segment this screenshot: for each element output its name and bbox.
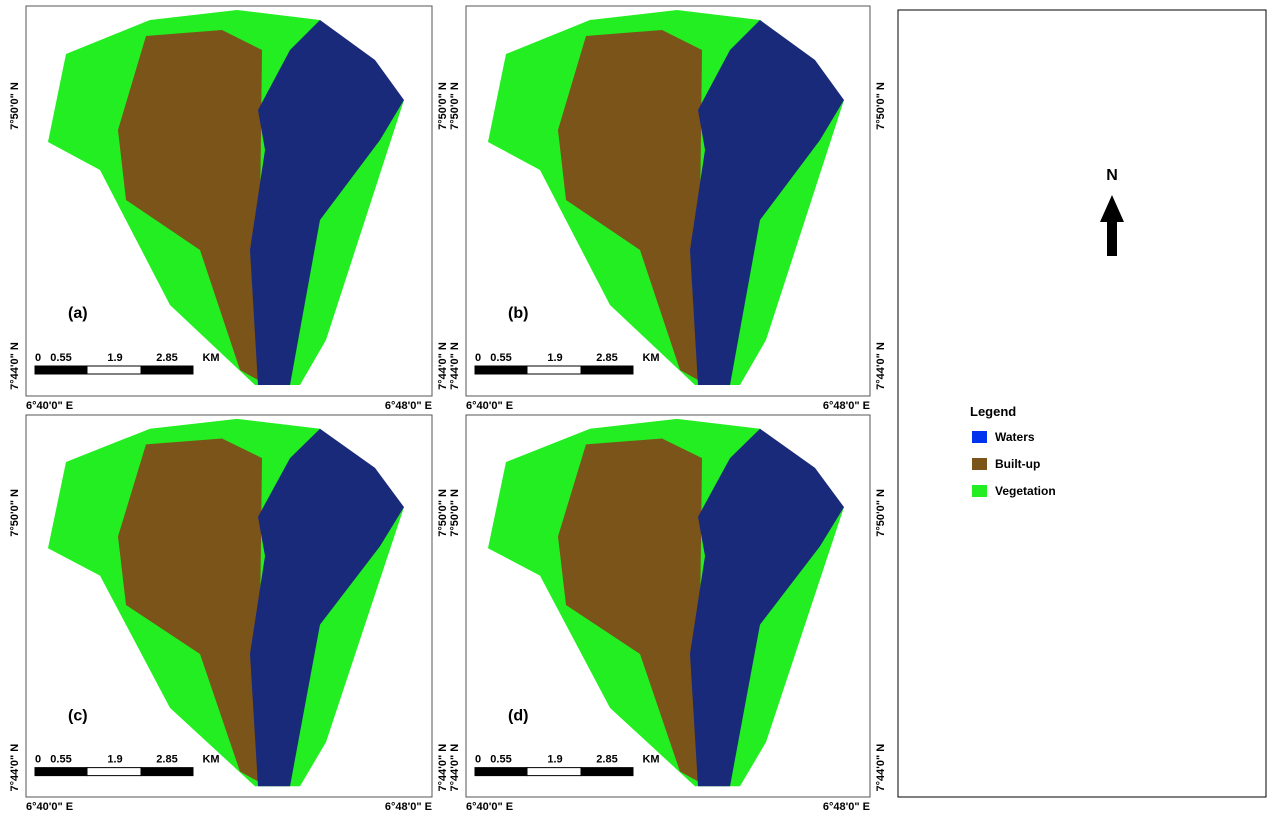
- scale-bar-segment: [527, 366, 581, 374]
- latitude-label: 7°50'0" N: [449, 489, 461, 537]
- latitude-label: 7°50'0" N: [437, 82, 449, 130]
- scale-bar-segment: [475, 366, 527, 374]
- scale-bar-segment: [87, 768, 141, 776]
- map-panel: (b) 0 0.55 1.9 2.85 KM 7°50'0" N 7°50'0" N 7°44'…: [449, 6, 887, 412]
- latitude-label: 7°44'0" N: [875, 744, 887, 792]
- scale-label: 1.9: [107, 352, 122, 364]
- scale-label: 1.9: [547, 352, 562, 364]
- scale-label: 2.85: [156, 754, 177, 766]
- legend-label: Built-up: [995, 457, 1040, 471]
- scale-bar-segment: [527, 768, 581, 776]
- latitude-label: 7°44'0" N: [437, 744, 449, 792]
- scale-label: 0.55: [50, 754, 71, 766]
- scale-bar-segment: [475, 768, 527, 776]
- longitude-label: 6°48'0" E: [385, 801, 432, 813]
- latitude-label: 7°44'0" N: [9, 744, 21, 792]
- scale-bar-segment: [141, 768, 193, 776]
- scale-label: 1.9: [107, 754, 122, 766]
- longitude-label: 6°40'0" E: [466, 801, 513, 813]
- scale-label: KM: [202, 754, 219, 766]
- scale-label: 2.85: [596, 754, 617, 766]
- latitude-label: 7°50'0" N: [9, 489, 21, 537]
- map-panel: (a) 0 0.55 1.9 2.85 KM 7°50'0" N 7°50'0" N 7°44'…: [9, 6, 449, 412]
- scale-label: 0.55: [490, 352, 511, 364]
- scale-label: 0: [35, 754, 41, 766]
- latitude-label: 7°50'0" N: [437, 489, 449, 537]
- scale-label: 1.9: [547, 754, 562, 766]
- scale-label: 0: [475, 352, 481, 364]
- panel-label: (b): [508, 305, 528, 322]
- north-label: N: [1106, 167, 1118, 184]
- scale-bar-segment: [141, 366, 193, 374]
- scale-bar-segment: [35, 768, 87, 776]
- legend-swatch: [972, 458, 987, 470]
- scale-bar-segment: [581, 768, 633, 776]
- panel-label: (c): [68, 708, 88, 725]
- map-panel: (c) 0 0.55 1.9 2.85 KM 7°50'0" N 7°50'0" N 7°44'…: [9, 415, 449, 813]
- legend-label: Vegetation: [995, 484, 1056, 498]
- map-panel: (d) 0 0.55 1.9 2.85 KM 7°50'0" N 7°50'0" N 7°44'…: [449, 415, 887, 813]
- north-arrow: [1100, 195, 1124, 256]
- longitude-label: 6°48'0" E: [385, 400, 432, 412]
- longitude-label: 6°40'0" E: [26, 400, 73, 412]
- panel-label: (a): [68, 305, 88, 322]
- longitude-label: 6°40'0" E: [466, 400, 513, 412]
- latitude-label: 7°44'0" N: [9, 342, 21, 390]
- scale-bar-segment: [35, 366, 87, 374]
- scale-label: KM: [642, 754, 659, 766]
- latitude-label: 7°50'0" N: [875, 489, 887, 537]
- legend-label: Waters: [995, 430, 1035, 444]
- latitude-label: 7°44'0" N: [449, 744, 461, 792]
- scale-label: KM: [202, 352, 219, 364]
- latitude-label: 7°50'0" N: [9, 82, 21, 130]
- longitude-label: 6°40'0" E: [26, 801, 73, 813]
- legend-title: Legend: [970, 404, 1016, 419]
- legend-frame: [898, 10, 1266, 797]
- longitude-label: 6°48'0" E: [823, 801, 870, 813]
- scale-label: 0.55: [490, 754, 511, 766]
- latitude-label: 7°44'0" N: [437, 342, 449, 390]
- scale-label: 0.55: [50, 352, 71, 364]
- legend-swatch: [972, 431, 987, 443]
- legend-swatch: [972, 485, 987, 497]
- panel-label: (d): [508, 708, 528, 725]
- scale-label: 0: [475, 754, 481, 766]
- scale-label: 2.85: [156, 352, 177, 364]
- latitude-label: 7°50'0" N: [449, 82, 461, 130]
- scale-bar-segment: [87, 366, 141, 374]
- scale-bar-segment: [581, 366, 633, 374]
- latitude-label: 7°44'0" N: [449, 342, 461, 390]
- scale-label: KM: [642, 352, 659, 364]
- figure: N Legend (a)00.551.92.85KM7°50'0" N7°50'…: [0, 0, 1271, 816]
- latitude-label: 7°44'0" N: [875, 342, 887, 390]
- scale-label: 0: [35, 352, 41, 364]
- scale-label: 2.85: [596, 352, 617, 364]
- longitude-label: 6°48'0" E: [823, 400, 870, 412]
- latitude-label: 7°50'0" N: [875, 82, 887, 130]
